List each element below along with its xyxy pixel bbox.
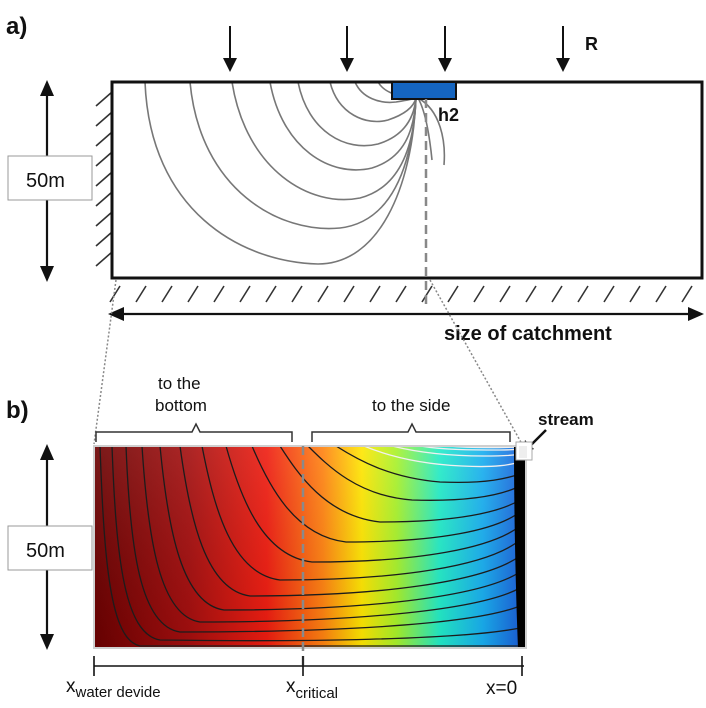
depth-label-box-a [7,155,93,201]
no-flow-bottom [109,285,693,303]
no-flow-wall-left [95,82,113,278]
recharge-arrow [223,26,237,72]
recharge-arrows [223,26,570,72]
recharge-arrow [340,26,354,72]
flowline [417,97,433,161]
x-water-divide-sub: water devide [75,684,161,701]
bracket-to-bottom [95,422,293,442]
flowline [269,82,417,171]
panel-a-label: a) [6,13,27,40]
recharge-label: R [585,34,598,54]
flowline [144,82,417,265]
panel-b-label: b) [6,397,29,424]
catchment-arrow [108,307,704,321]
bottom-bracket-label-line2: bottom [155,396,207,415]
stream-outflow-zone [514,446,526,648]
domain-border-b [93,445,527,649]
x-water-divide-main: x [66,676,76,697]
flowline [189,82,417,230]
zoom-connectors [93,279,523,445]
flowlines-panel-a [144,82,446,265]
flowline [99,446,520,647]
recharge-arrow [556,26,570,72]
catchment-label: size of catchment [444,323,612,345]
hydraulic-head-shading [94,446,526,648]
bottom-bracket-label-line1: to the [158,374,201,393]
flowlines-panel-b [99,446,526,648]
flowline [141,446,521,623]
flowline [329,82,417,123]
stream-label: stream [538,410,594,429]
flowline [111,446,521,642]
flowline [179,446,521,597]
h2-label: h2 [438,105,459,125]
side-bracket-label: to the side [372,396,450,415]
x-critical-main: x [286,676,296,697]
bracket-to-side [311,422,511,442]
flowline [335,446,521,484]
depth-label-a: 50m [26,170,65,192]
flowline [125,446,521,633]
flowline [201,446,521,581]
stream-h2 [391,81,457,100]
x-zero-label: x=0 [486,678,517,699]
flowline [231,82,417,201]
flowline [251,446,521,543]
flowline [363,446,521,468]
flowline [417,97,446,166]
x-axis-b [93,656,524,676]
flowline [297,82,417,147]
x-water-divide-label: xwater devide [66,676,161,701]
stream-outlet-fill [519,446,527,458]
x-critical-label: xcritical [286,676,338,702]
depth-label-b: 50m [26,540,65,562]
flowline [159,446,521,611]
flowline [225,446,521,563]
depth-label-box-b [7,525,93,571]
x-critical-sub: critical [296,685,339,702]
flowline [279,446,521,523]
flowline [307,446,521,501]
recharge-arrow [438,26,452,72]
